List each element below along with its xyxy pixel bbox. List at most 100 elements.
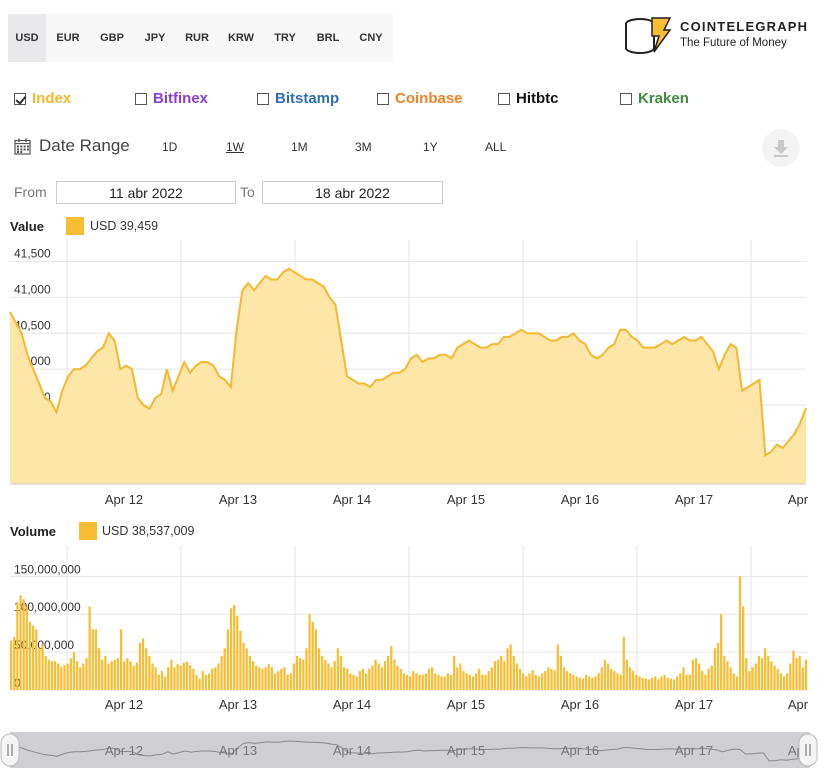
volume-bar bbox=[452, 655, 456, 690]
navigator-left-handle[interactable] bbox=[0, 733, 20, 767]
volume-bar bbox=[779, 673, 782, 690]
volume-bar bbox=[801, 667, 804, 690]
range-button-1w[interactable]: 1W bbox=[226, 140, 244, 154]
volume-bar bbox=[292, 663, 295, 690]
x-tick-label: Apr 13 bbox=[219, 697, 257, 712]
checkbox-index[interactable] bbox=[14, 92, 26, 105]
volume-bar bbox=[471, 676, 475, 690]
checkbox-coinbase[interactable] bbox=[377, 92, 389, 105]
volume-bar bbox=[616, 673, 619, 690]
download-icon bbox=[774, 140, 788, 157]
volume-bar bbox=[716, 643, 720, 690]
exchange-kraken[interactable]: Kraken bbox=[620, 90, 689, 107]
currency-tab-krw[interactable]: KRW bbox=[227, 32, 255, 44]
volume-bar bbox=[60, 667, 63, 690]
value-chart[interactable]: 41,50041,00040,50040,00039,50039,00038,5… bbox=[0, 230, 828, 530]
to-label: To bbox=[240, 184, 255, 200]
volume-bar bbox=[267, 664, 270, 690]
volume-bar bbox=[418, 674, 421, 690]
range-button-1m[interactable]: 1M bbox=[291, 140, 308, 154]
volume-bar bbox=[69, 658, 72, 690]
currency-tab-brl[interactable]: BRL bbox=[316, 32, 340, 44]
currency-tab-try[interactable]: TRY bbox=[274, 32, 296, 44]
volume-bar bbox=[339, 655, 343, 690]
exchange-bitstamp[interactable]: Bitstamp bbox=[257, 90, 339, 107]
navigator-tick-label: Apr 16 bbox=[561, 743, 599, 758]
currency-tab-usd[interactable]: USD bbox=[8, 14, 46, 62]
exchange-index[interactable]: Index bbox=[14, 90, 71, 107]
volume-bar bbox=[462, 671, 465, 690]
volume-bar bbox=[119, 629, 123, 690]
x-tick-label: Apr 14 bbox=[333, 492, 371, 507]
checkbox-kraken[interactable] bbox=[620, 92, 632, 105]
range-button-1y[interactable]: 1Y bbox=[423, 140, 438, 154]
volume-bar bbox=[726, 661, 729, 690]
volume-bar bbox=[283, 667, 286, 690]
to-date-input[interactable]: 18 abr 2022 bbox=[262, 181, 443, 204]
x-tick-label: Apr 13 bbox=[219, 492, 257, 507]
checkbox-bitstamp[interactable] bbox=[257, 92, 269, 105]
volume-bar bbox=[572, 674, 575, 690]
volume-bar bbox=[123, 661, 126, 690]
range-button-1d[interactable]: 1D bbox=[162, 140, 178, 154]
volume-bar bbox=[594, 676, 597, 690]
from-date-input[interactable]: 11 abr 2022 bbox=[56, 181, 236, 204]
volume-bar bbox=[456, 667, 459, 690]
volume-bar bbox=[484, 674, 487, 690]
volume-bar bbox=[518, 668, 522, 690]
volume-bar bbox=[434, 673, 437, 690]
exchange-hitbtc[interactable]: Hitbtc bbox=[498, 90, 559, 107]
volume-bar bbox=[754, 663, 757, 690]
volume-bar bbox=[305, 648, 308, 690]
currency-tab-jpy[interactable]: JPY bbox=[144, 32, 166, 44]
navigator-right-handle[interactable] bbox=[798, 733, 818, 767]
volume-bar bbox=[299, 658, 302, 690]
volume-bar bbox=[248, 655, 252, 690]
volume-bar bbox=[767, 655, 770, 690]
range-button-3m[interactable]: 3M bbox=[355, 140, 372, 154]
volume-bar bbox=[223, 648, 226, 690]
volume-bar bbox=[493, 661, 497, 690]
volume-bar bbox=[597, 673, 600, 690]
volume-bar bbox=[578, 677, 581, 690]
exchange-bitfinex[interactable]: Bitfinex bbox=[135, 90, 208, 107]
navigator-tick-label: Apr 12 bbox=[105, 743, 143, 758]
brand-title: COINTELEGRAPH bbox=[680, 19, 809, 34]
x-tick-label: Apr bbox=[788, 697, 809, 712]
volume-bar bbox=[44, 655, 47, 690]
volume-bar bbox=[663, 674, 666, 690]
volume-bar bbox=[569, 673, 572, 690]
volume-bar bbox=[603, 659, 607, 690]
volume-bar bbox=[544, 671, 547, 690]
checkbox-bitfinex[interactable] bbox=[135, 92, 147, 105]
volume-bar bbox=[129, 661, 132, 690]
cointelegraph-logo[interactable]: COINTELEGRAPH The Future of Money bbox=[622, 14, 822, 58]
volume-bar bbox=[606, 663, 610, 690]
exchange-coinbase[interactable]: Coinbase bbox=[377, 90, 463, 107]
navigator-series bbox=[9, 740, 811, 762]
volume-bar bbox=[745, 658, 748, 690]
range-button-all[interactable]: ALL bbox=[485, 140, 507, 154]
volume-bar bbox=[346, 668, 349, 690]
volume-bar bbox=[424, 673, 427, 690]
volume-bar bbox=[588, 676, 591, 690]
currency-tab-eur[interactable]: EUR bbox=[56, 32, 80, 44]
currency-tab-cny[interactable]: CNY bbox=[359, 32, 383, 44]
volume-bar bbox=[211, 668, 214, 690]
volume-bar bbox=[289, 673, 292, 690]
x-tick-label: Apr 17 bbox=[675, 492, 713, 507]
volume-bar bbox=[500, 655, 503, 690]
download-button[interactable] bbox=[762, 129, 800, 167]
volume-bar bbox=[151, 663, 154, 690]
currency-tab-gbp[interactable]: GBP bbox=[100, 32, 124, 44]
checkbox-hitbtc[interactable] bbox=[498, 92, 510, 105]
currency-tab-rur[interactable]: RUR bbox=[185, 32, 209, 44]
volume-legend-title: Volume bbox=[10, 524, 56, 539]
volume-bar bbox=[264, 667, 267, 690]
coins-logo-icon bbox=[625, 17, 672, 54]
volume-bar bbox=[239, 630, 242, 690]
volume-bar bbox=[550, 668, 553, 690]
volume-bar bbox=[625, 659, 629, 690]
range-navigator[interactable]: Apr 12 Apr 13 Apr 14 Apr 15 Apr 16 Apr 17 Apr bbox=[0, 730, 828, 770]
